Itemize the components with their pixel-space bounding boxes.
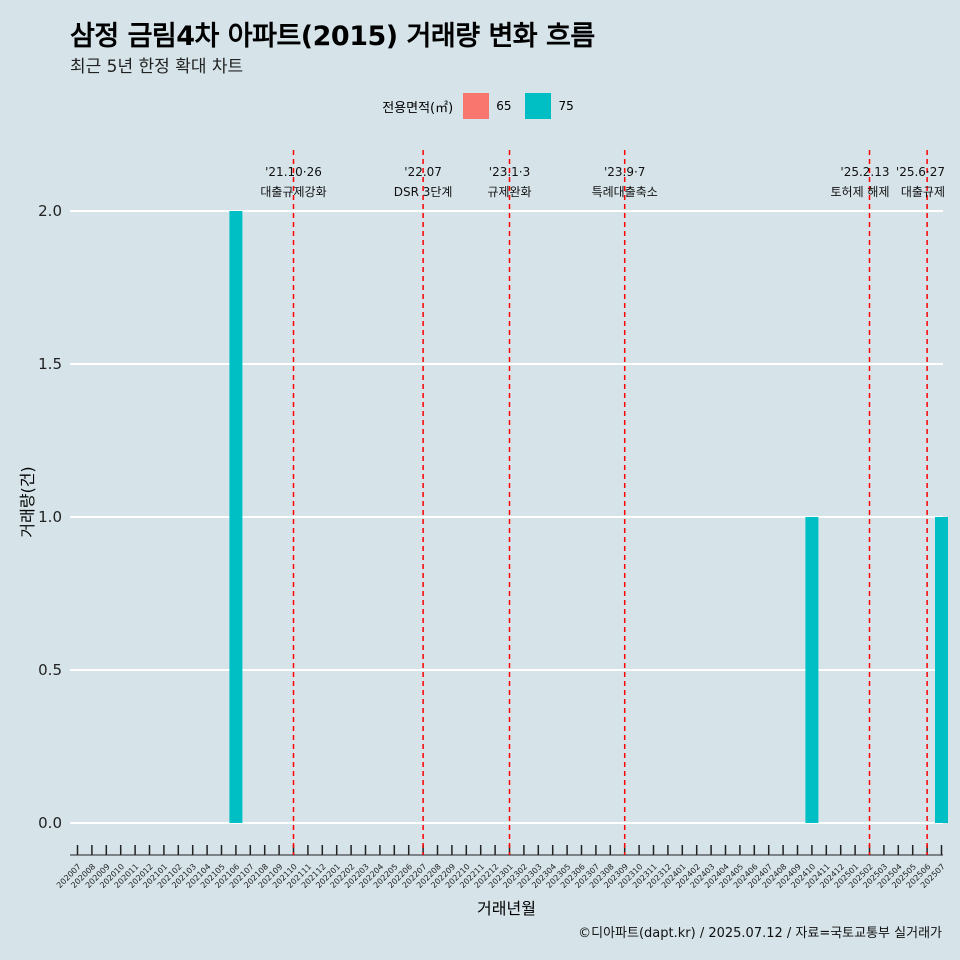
legend-label-75: 75 (558, 99, 574, 113)
bar (229, 211, 243, 823)
y-tick-label: 2.0 (38, 202, 62, 220)
event-date-label: '23.1·3 (489, 165, 530, 179)
event-name-label: 대출규제강화 (260, 185, 326, 199)
y-axis-title: 거래량(건) (18, 466, 37, 537)
chart-title: 삼정 금림4차 아파트(2015) 거래량 변화 흐름 (70, 21, 595, 52)
y-tick-label: 0.0 (38, 814, 62, 832)
y-tick-label: 1.0 (38, 508, 62, 526)
bar (935, 517, 948, 823)
event-date-label: '25.6·27 (896, 165, 945, 179)
event-name-label: 토허제 해제 (830, 185, 889, 199)
legend-title: 전용면적(㎡) (382, 100, 454, 116)
event-date-label: '21.10·26 (265, 165, 322, 179)
legend-item-65: 65 (463, 93, 515, 119)
legend-item-75: 75 (525, 93, 577, 119)
legend-swatch-65 (463, 93, 490, 119)
event-name-label: 대출규제 (901, 185, 945, 199)
event-name-label: 규제완화 (487, 185, 531, 199)
legend: 전용면적(㎡) 65 75 (0, 93, 960, 119)
y-tick-label: 0.5 (38, 661, 62, 679)
legend-swatch-75 (525, 93, 552, 119)
event-date-label: '25.2.13 (840, 165, 889, 179)
event-date-label: '23.9·7 (604, 165, 645, 179)
chart-subtitle: 최근 5년 한정 확대 차트 (70, 57, 244, 77)
event-name-label: DSR 3단계 (394, 185, 453, 199)
event-name-label: 특례대출축소 (592, 185, 658, 199)
y-tick-label: 1.5 (38, 355, 62, 373)
x-axis-title: 거래년월 (477, 899, 536, 918)
source-caption: ©디아파트(dapt.kr) / 2025.07.12 / 자료=국토교통부 실… (578, 926, 942, 941)
bar (805, 517, 819, 823)
legend-label-65: 65 (496, 99, 512, 113)
event-date-label: '22.07 (404, 165, 442, 179)
